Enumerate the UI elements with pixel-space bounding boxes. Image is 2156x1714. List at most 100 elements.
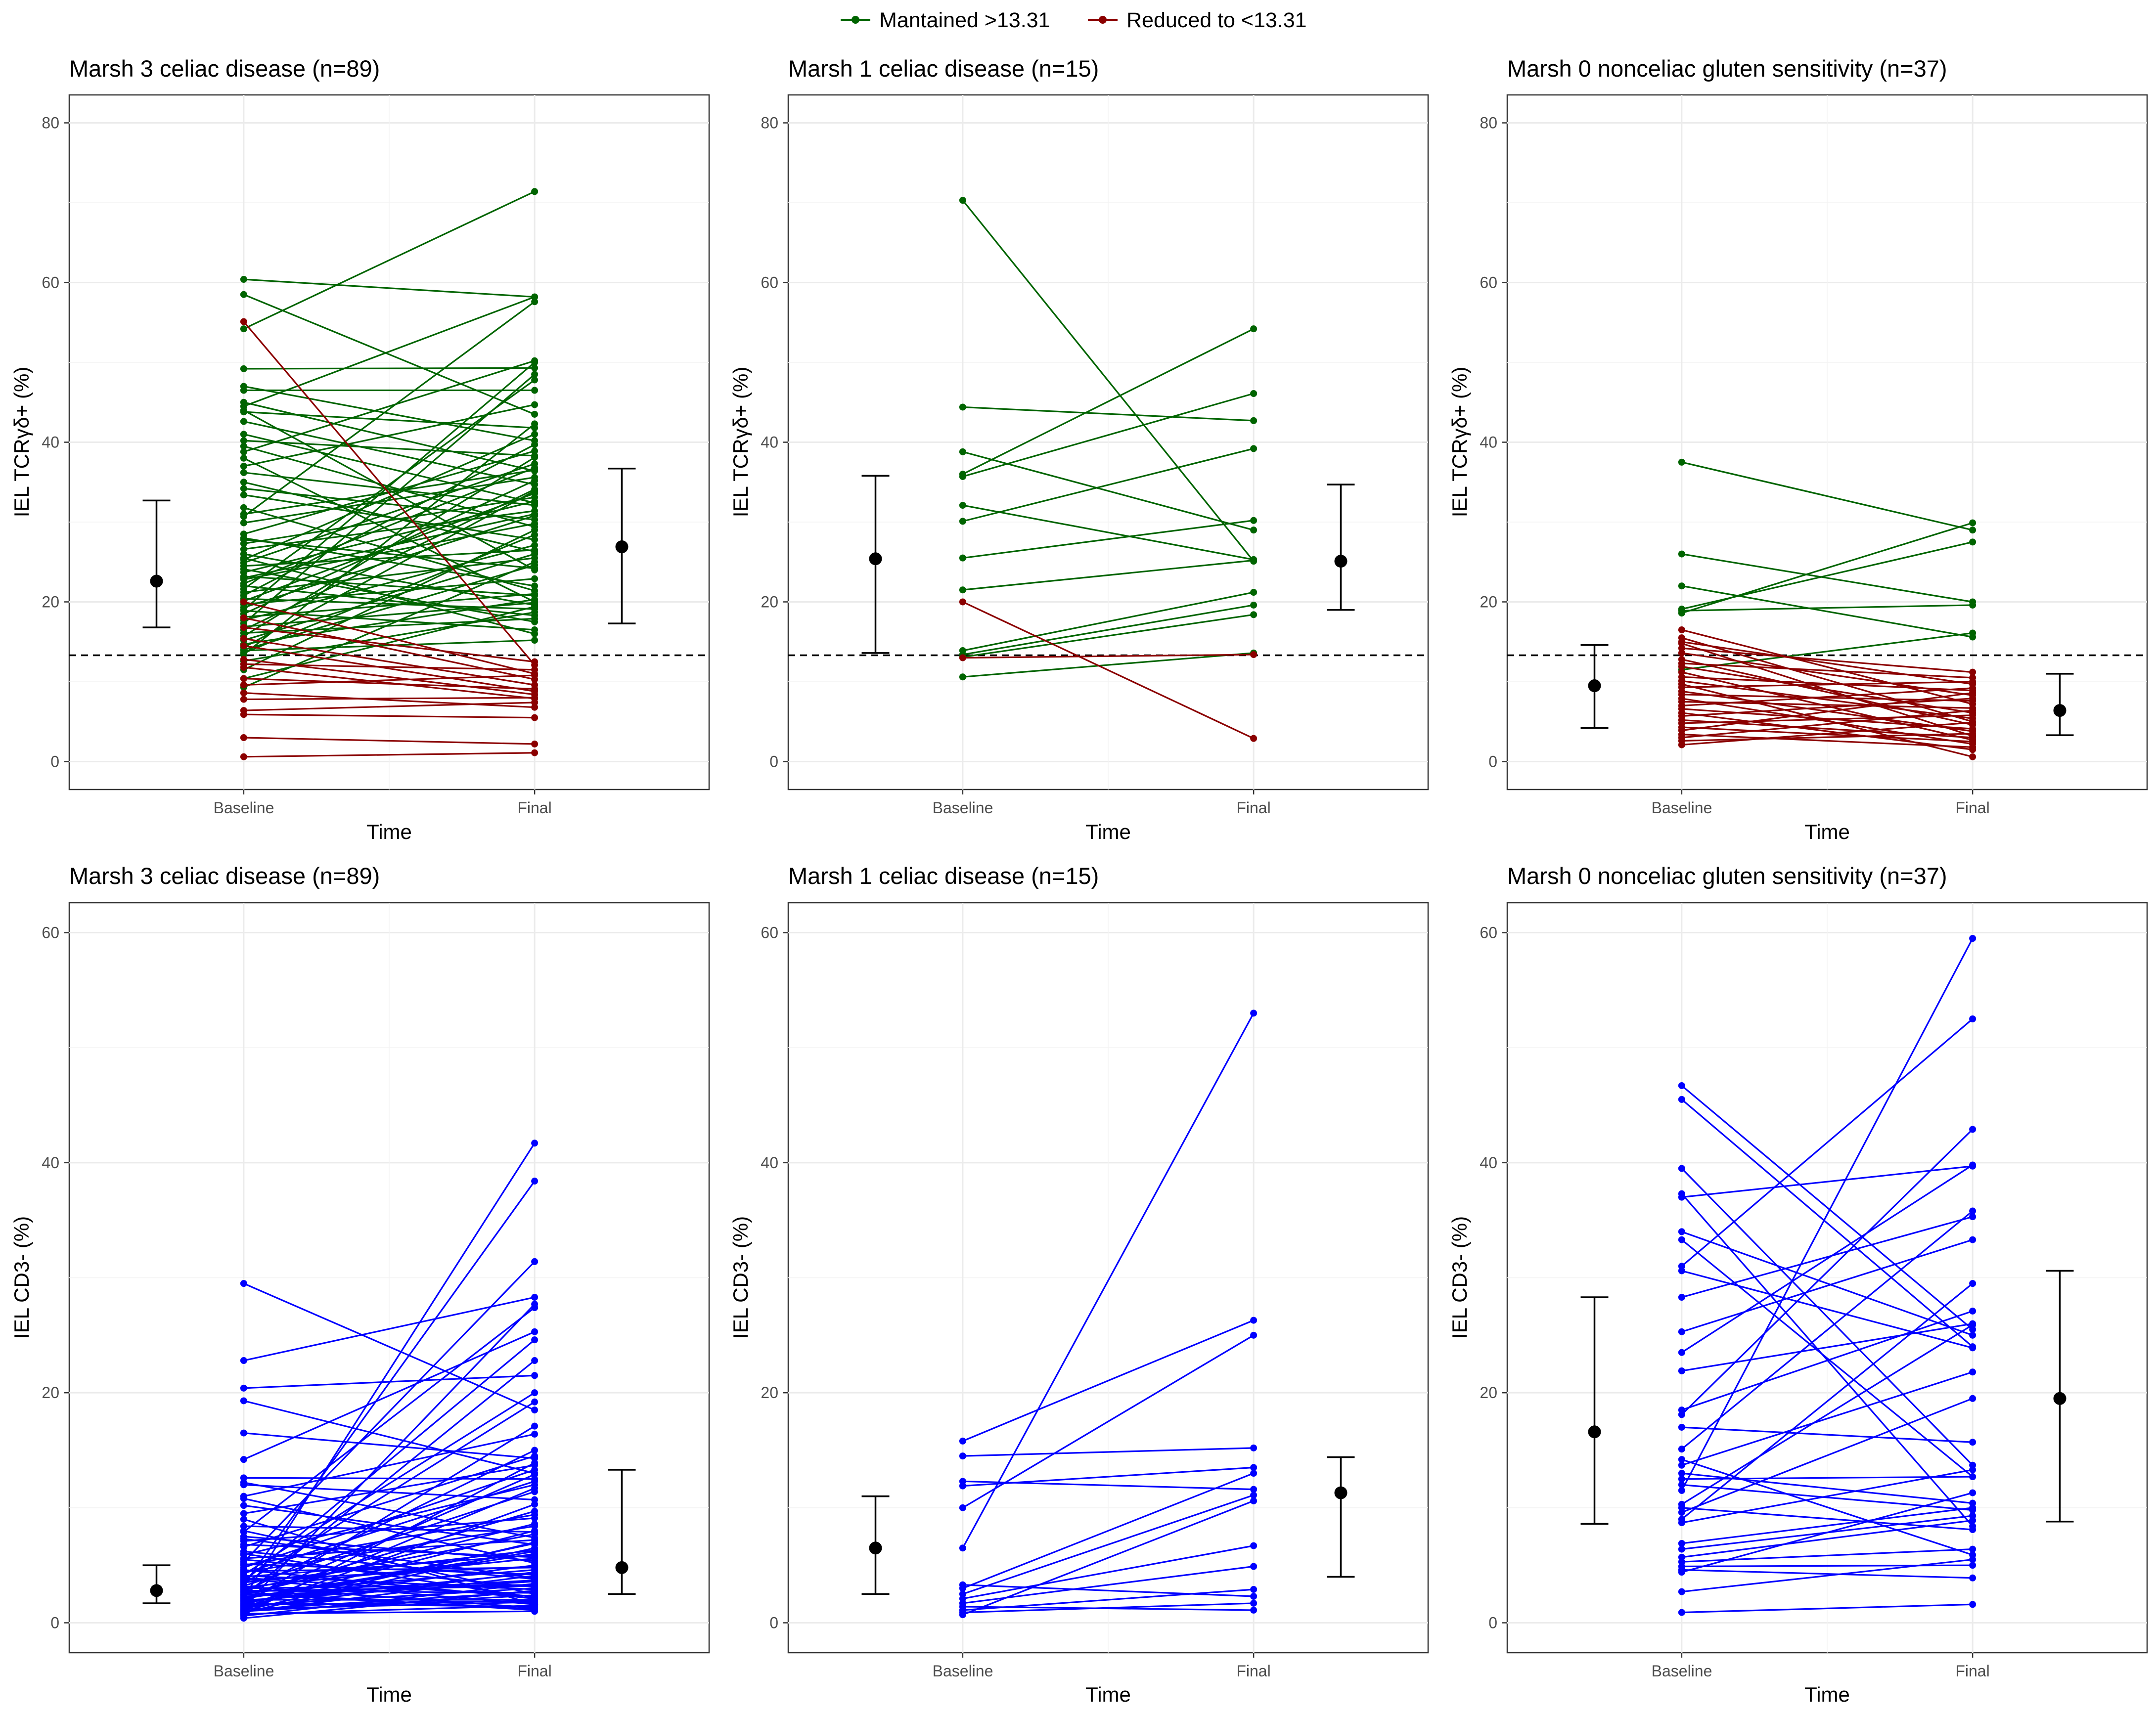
point-baseline (959, 1584, 966, 1592)
grid (1507, 903, 2147, 1653)
point-baseline (1678, 1193, 1685, 1201)
point-baseline (1678, 1411, 1685, 1418)
y-axis-title: IEL CD3- (%) (729, 1216, 752, 1339)
axis-ticks (64, 932, 536, 1658)
panel-title: Marsh 3 celiac disease (n=89) (69, 863, 380, 889)
x-tick-label-baseline: Baseline (214, 799, 274, 817)
legend: Mantained >13.31 Reduced to <13.31 (841, 8, 1307, 32)
point-final (531, 1563, 539, 1570)
axis-ticks (783, 932, 1255, 1658)
point-final (1250, 1331, 1258, 1339)
point-baseline (240, 491, 247, 499)
point-final (1969, 678, 1976, 685)
point-final (1969, 1236, 1976, 1243)
series-line (962, 652, 1254, 678)
series-line (243, 601, 535, 675)
y-tick-label: 80 (761, 114, 778, 132)
point-baseline (240, 711, 247, 718)
y-tick-label: 40 (761, 434, 778, 451)
legend-key-point-maintained (852, 16, 859, 24)
series-line (1681, 1239, 1974, 1478)
series-line (1681, 1426, 1973, 1443)
y-tick-label: 20 (42, 1384, 59, 1402)
point-baseline (240, 574, 247, 582)
series-line (243, 321, 536, 666)
point-final (531, 431, 539, 438)
series-line (243, 361, 536, 611)
point-baseline (1678, 1456, 1685, 1463)
point-final (1969, 1504, 1976, 1511)
series-line (1681, 721, 1973, 746)
point-baseline (1678, 1294, 1685, 1301)
point-final (531, 359, 539, 366)
point-final (1969, 1556, 1976, 1563)
y-tick-label: 60 (1480, 923, 1497, 941)
point-final (531, 441, 539, 448)
y-tick-label: 60 (42, 923, 59, 941)
point-final (531, 527, 539, 534)
series-line (243, 1530, 535, 1595)
series-line (243, 1181, 536, 1585)
series-line (962, 1334, 1254, 1509)
point-baseline (240, 1535, 247, 1542)
legend-item-reduced: Reduced to <13.31 (1088, 8, 1307, 32)
series-line (243, 476, 535, 524)
series-line (243, 1296, 535, 1362)
series-line (1681, 632, 1973, 671)
series-line (243, 301, 536, 517)
point-baseline (240, 734, 247, 742)
point-final (531, 376, 539, 384)
x-tick-label-baseline: Baseline (1652, 1662, 1712, 1680)
legend-item-maintained: Mantained >13.31 (841, 8, 1050, 32)
y-tick-label: 20 (42, 593, 59, 611)
point-final (531, 1294, 539, 1301)
series-line (243, 674, 535, 686)
panel-marsh1-cd3: Marsh 1 celiac disease (n=15) 0 20 40 60… (729, 863, 1429, 1706)
point-baseline (959, 502, 966, 509)
y-tick-labels: 0 20 40 60 80 (42, 114, 59, 771)
axis-ticks (64, 122, 536, 794)
point-baseline (1678, 1539, 1685, 1547)
series-line (1681, 1085, 1974, 1330)
point-baseline (240, 642, 247, 650)
point-baseline (1678, 610, 1685, 617)
point-final (531, 1485, 539, 1492)
series-line (243, 481, 535, 553)
point-baseline (1678, 1569, 1685, 1576)
series-line (243, 1455, 535, 1548)
point-baseline (240, 689, 247, 697)
error-bar-baseline (861, 475, 890, 654)
point-final (1969, 695, 1976, 702)
series (240, 1140, 539, 1622)
series-line (1681, 553, 1973, 603)
point-baseline (1678, 1545, 1685, 1553)
point-baseline (240, 462, 247, 470)
point-final (1250, 611, 1258, 618)
point-final (1250, 557, 1258, 564)
y-tick-label: 60 (1480, 274, 1497, 292)
point-baseline (240, 510, 247, 518)
series-line (243, 1543, 535, 1558)
point-final (1250, 1464, 1258, 1471)
error-bar-baseline (142, 1564, 171, 1604)
series-line (1681, 680, 1973, 719)
point-final (531, 1328, 539, 1335)
point-final (1969, 1368, 1976, 1376)
point-baseline (959, 403, 966, 411)
series-line (1681, 1558, 1973, 1593)
point-baseline (240, 1495, 247, 1502)
series-line (243, 702, 535, 711)
point-baseline (240, 1397, 247, 1405)
point-baseline (240, 1384, 247, 1392)
point-baseline (240, 318, 247, 325)
point-baseline (1678, 1509, 1685, 1516)
point-final (531, 1336, 539, 1344)
point-final (1250, 527, 1258, 534)
summary-point (615, 540, 629, 554)
series-line (962, 1319, 1254, 1442)
y-tick-label: 0 (769, 752, 778, 770)
y-tick-label: 20 (761, 593, 778, 611)
point-final (1250, 1497, 1258, 1504)
point-baseline (959, 473, 966, 480)
summary-point (869, 552, 882, 566)
